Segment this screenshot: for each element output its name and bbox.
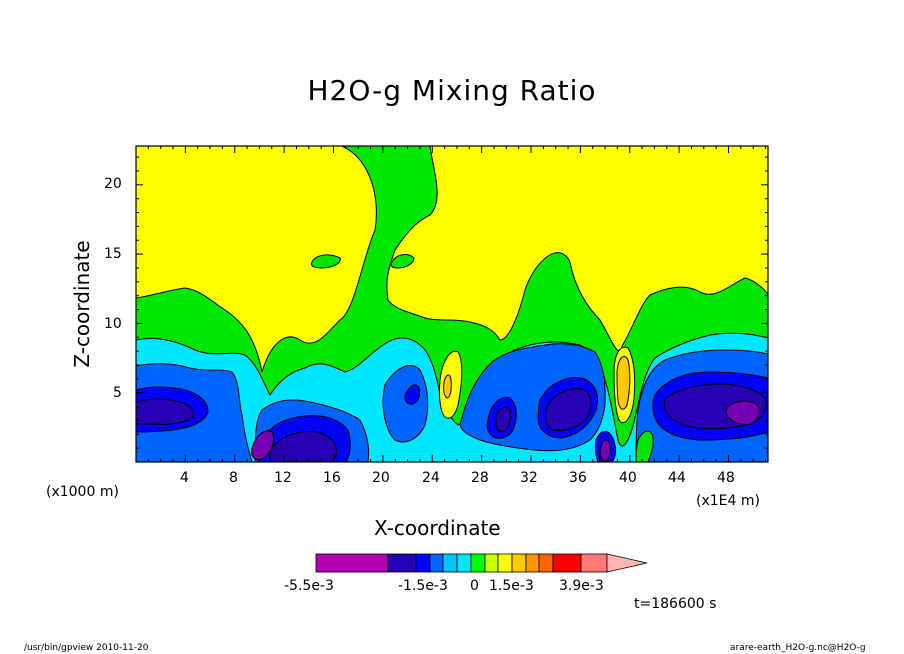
colorbar-label-5: 3.9e-3 [559,578,604,594]
x-tick-label-16: 16 [323,470,341,486]
colorbar-swatch [525,553,540,573]
colorbar-swatch [580,553,608,573]
x-tick-label-40: 40 [619,470,637,486]
x-unit-left: (x1000 m) [46,484,119,500]
colorbar-label-1: -5.5e-3 [284,578,334,594]
contour-level-navy [136,383,767,462]
colorbar-label-3: 0 [470,578,479,594]
x-tick-label-48: 48 [717,470,735,486]
y-tick-label-20: 20 [104,176,122,192]
colorbar-swatch [456,553,472,573]
chart-title: H2O-g Mixing Ratio [307,74,597,107]
colorbar-swatch [497,553,513,573]
plot-frame [135,145,769,463]
x-tick-label-36: 36 [569,470,587,486]
colorbar-swatch [415,553,431,573]
x-tick-label-24: 24 [422,470,440,486]
axis-ticks [136,146,768,462]
y-tick-label-15: 15 [104,246,122,262]
contour-level-purple [251,400,760,462]
footer-right: arare-earth_H2O-g.nc@H2O-g [730,643,866,653]
x-tick-label-28: 28 [471,470,489,486]
y-axis-label: Z-coordinate [70,240,94,368]
x-tick-label-44: 44 [668,470,686,486]
colorbar-swatch [552,553,582,573]
x-tick-label-20: 20 [372,470,390,486]
colorbar-swatch [484,553,499,573]
x-tick-label-32: 32 [520,470,538,486]
colorbar-swatch [315,553,389,573]
x-tick-label-12: 12 [274,470,292,486]
colorbar-label-4: 1.5e-3 [489,578,534,594]
x-tick-label-4: 4 [180,470,189,486]
colorbar-swatch [442,553,458,573]
x-tick-label-8: 8 [229,470,238,486]
contour-fields [136,146,768,462]
colorbar-arrow [606,553,648,573]
footer-left: /usr/bin/gpview 2010-11-20 [24,643,149,653]
y-tick-label-10: 10 [104,316,122,332]
x-axis-label: X-coordinate [374,516,501,540]
colorbar-label-2: -1.5e-3 [398,578,448,594]
colorbar-swatch [470,553,486,573]
time-label: t=186600 s [634,596,717,612]
colorbar [315,553,648,573]
colorbar-swatch [511,553,527,573]
colorbar-swatch [538,553,554,573]
contour-island-green [311,254,654,462]
colorbar-swatch [387,553,417,573]
colorbar-swatch [429,553,444,573]
y-tick-label-5: 5 [113,385,122,401]
x-unit-right: (x1E4 m) [696,493,760,509]
contour-plume-orange-2 [616,356,631,410]
contour-plume-orange-1 [443,374,452,399]
